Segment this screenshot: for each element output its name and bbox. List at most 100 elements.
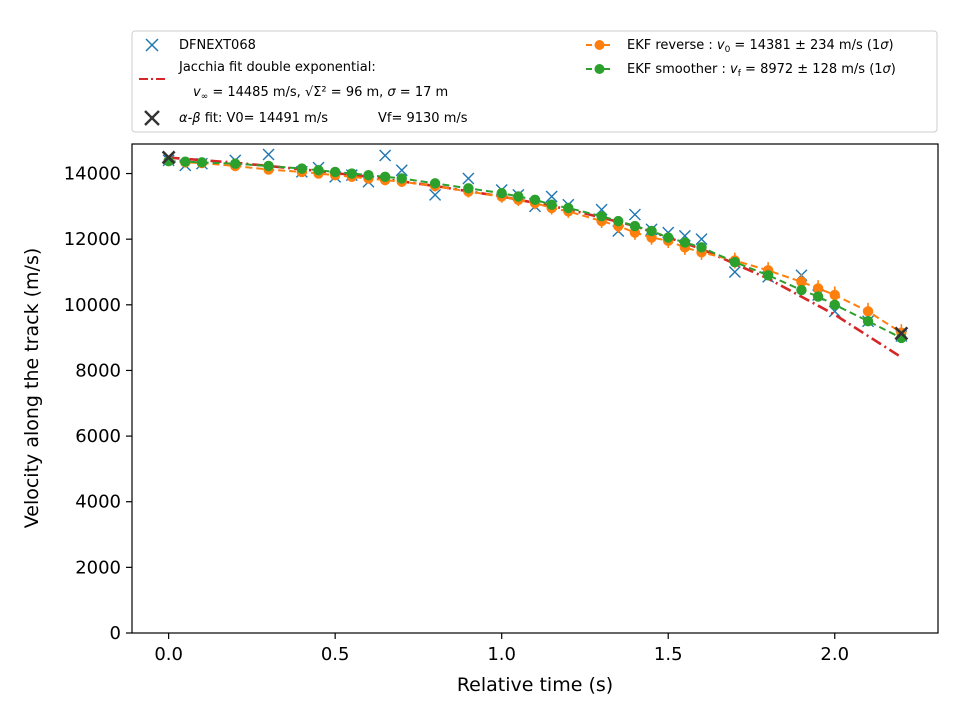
- legend-jacchia-mid1: = 14485 m/s,: [208, 85, 305, 100]
- x-tick-label: 0.0: [154, 644, 183, 665]
- legend-label-ekf-reverse: EKF reverse : v0 = 14381 ± 234 m/s (1σ): [627, 38, 894, 55]
- point-ekf-smoother: [663, 232, 674, 243]
- axes-frame: [131, 143, 939, 634]
- point-ekf-smoother: [812, 291, 824, 302]
- point-ekf-smoother: [762, 270, 774, 281]
- point-dfnext068: [728, 265, 741, 278]
- point-ekf-smoother: [796, 284, 807, 296]
- point-alpha-beta-fit: [894, 326, 909, 341]
- legend-label-alpha-beta-vf: Vf= 9130 m/s: [378, 111, 468, 126]
- point-ekf-smoother: [363, 169, 374, 181]
- point-ekf-smoother: [379, 171, 391, 183]
- point-ekf-smoother: [563, 202, 574, 214]
- y-tick-label: 0: [110, 623, 121, 644]
- plot-area: [161, 148, 909, 359]
- point-ekf-smoother: [346, 168, 358, 179]
- x-tick-label: 1.0: [487, 644, 516, 665]
- point-ekf-smoother: [396, 173, 407, 184]
- point-ekf-reverse: [829, 289, 840, 301]
- legend-ekf-reverse-prefix: EKF reverse :: [627, 38, 717, 53]
- point-ekf-smoother: [180, 156, 191, 167]
- legend-label-jacchia-fit-line1: Jacchia fit double exponential:: [178, 60, 376, 75]
- series-ekf-smoother: [163, 155, 907, 344]
- point-ekf-smoother: [646, 225, 657, 237]
- legend-alpha-beta-mid: fit: V0= 14491 m/s: [201, 111, 329, 126]
- point-alpha-beta-fit: [161, 150, 176, 165]
- point-ekf-smoother: [696, 242, 707, 253]
- point-ekf-smoother: [546, 199, 557, 210]
- legend-jacchia-v: v: [193, 85, 201, 100]
- point-ekf-smoother: [296, 163, 308, 174]
- point-ekf-smoother: [596, 211, 607, 222]
- legend-label-ekf-smoother: EKF smoother : vf = 8972 ± 128 m/s (1σ): [627, 62, 896, 79]
- y-tick-label: 12000: [64, 229, 121, 250]
- legend-marker-alpha-beta-fit: [144, 110, 160, 126]
- x-tick-label: 2.0: [820, 644, 849, 665]
- legend-ekf-reverse-sub: 0: [725, 45, 731, 55]
- point-ekf-smoother: [313, 165, 324, 176]
- point-ekf-smoother: [496, 188, 507, 199]
- point-ekf-smoother: [629, 220, 641, 232]
- legend-frame: [131, 30, 938, 133]
- point-dfnext068: [545, 190, 558, 203]
- point-dfnext068: [628, 208, 641, 221]
- y-axis-label: Velocity along the track (m/s): [21, 248, 43, 529]
- legend-ekf-smoother-end: = 8972 ± 128 m/s (1: [741, 62, 883, 77]
- point-ekf-reverse: [812, 283, 824, 294]
- point-ekf-smoother: [829, 299, 840, 311]
- legend-ekf-smoother-prefix: EKF smoother :: [627, 62, 730, 77]
- legend-ekf-reverse-var: v: [717, 38, 725, 53]
- y-axis-ticks: 0 2000 4000 6000 8000 10000 12000 14000: [64, 164, 132, 644]
- point-ekf-reverse: [862, 306, 874, 317]
- x-tick-label: 1.5: [654, 644, 683, 665]
- legend-jacchia-mid2: = 96 m,: [327, 85, 388, 100]
- legend-entry-ekf-smoother: EKF smoother : vf = 8972 ± 128 m/s (1σ): [586, 62, 896, 79]
- y-tick-label: 8000: [75, 360, 121, 381]
- point-dfnext068: [429, 188, 442, 201]
- legend-jacchia-v-sub: ∞: [201, 92, 209, 102]
- point-ekf-smoother: [263, 160, 274, 172]
- legend-entry-dfnext068: DFNEXT068: [145, 38, 256, 53]
- legend-ekf-smoother-sub: f: [738, 69, 742, 79]
- y-tick-label: 14000: [64, 164, 121, 185]
- legend: DFNEXT068 Jacchia fit double exponential…: [131, 30, 938, 133]
- legend-jacchia-end: = 17 m: [396, 85, 449, 100]
- legend-ekf-smoother-var: v: [730, 62, 738, 77]
- legend-ekf-reverse-sigma: σ: [880, 38, 889, 53]
- legend-label-dfnext068: DFNEXT068: [179, 38, 256, 53]
- point-dfnext068: [379, 149, 392, 162]
- point-ekf-smoother: [729, 256, 741, 268]
- point-ekf-smoother: [529, 194, 541, 205]
- legend-ekf-smoother-close: ): [891, 62, 896, 77]
- point-dfnext068: [395, 164, 408, 177]
- point-ekf-smoother: [513, 191, 524, 202]
- x-axis-ticks: 0.0 0.5 1.0 1.5 2.0: [154, 633, 849, 665]
- point-dfnext068: [462, 172, 475, 185]
- y-tick-label: 6000: [75, 426, 121, 447]
- point-ekf-smoother: [196, 157, 208, 168]
- point-ekf-smoother: [613, 215, 624, 227]
- series-: [161, 150, 909, 341]
- point-ekf-smoother: [429, 178, 441, 189]
- legend-ekf-smoother-sigma: σ: [883, 62, 892, 77]
- point-ekf-smoother: [463, 183, 474, 194]
- legend-marker-ekf-smoother-dot: [594, 64, 605, 74]
- y-tick-label: 4000: [75, 492, 121, 513]
- point-ekf-smoother: [862, 316, 874, 327]
- legend-entry-ekf-reverse: EKF reverse : v0 = 14381 ± 234 m/s (1σ): [586, 38, 894, 55]
- point-ekf-reverse: [796, 276, 807, 288]
- legend-marker-ekf-reverse-dot: [594, 40, 605, 50]
- point-ekf-smoother: [230, 158, 241, 169]
- legend-jacchia-sigma: σ: [387, 85, 396, 100]
- legend-alpha-beta-prefix: α-β: [179, 111, 201, 126]
- legend-ekf-reverse-end: = 14381 ± 234 m/s (1: [730, 38, 880, 53]
- point-dfnext068: [262, 148, 275, 161]
- legend-jacchia-sqrt: √Σ²: [305, 85, 327, 100]
- legend-label-alpha-beta-fit: α-β fit: V0= 14491 m/s: [179, 111, 328, 126]
- legend-marker-dfnext068: [145, 38, 159, 52]
- legend-entry-alpha-beta-fit: α-β fit: V0= 14491 m/s Vf= 9130 m/s: [144, 110, 468, 126]
- x-axis-label: Relative time (s): [457, 674, 613, 696]
- legend-label-jacchia-fit-line2: v∞ = 14485 m/s, √Σ² = 96 m, σ = 17 m: [193, 85, 448, 102]
- y-tick-label: 10000: [64, 295, 121, 316]
